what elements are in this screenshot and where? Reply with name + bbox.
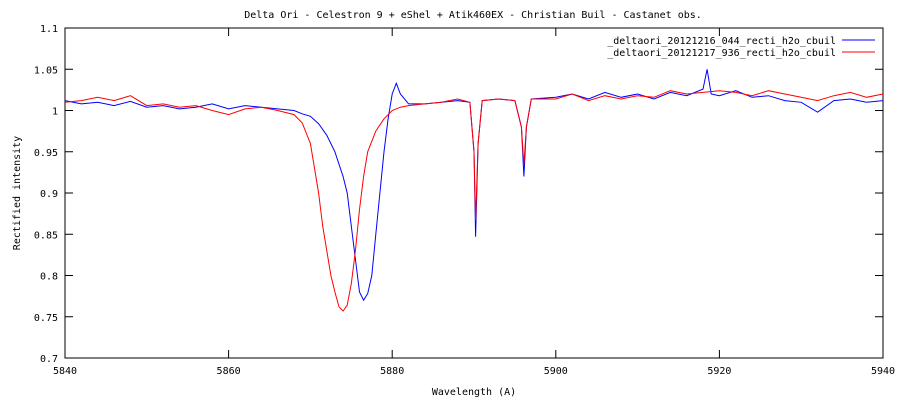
y-tick-label: 0.7	[40, 354, 58, 365]
y-tick-label: 0.8	[40, 272, 58, 283]
series-lines	[64, 69, 884, 312]
x-tick-label: 5940	[871, 366, 895, 377]
y-tick-label: 0.9	[40, 189, 58, 200]
y-tick-label: 1.1	[40, 24, 58, 35]
plot-frame	[64, 27, 884, 359]
x-axis-label: Wavelength (A)	[432, 387, 516, 398]
series-line-1	[64, 69, 884, 302]
x-tick-label: 5880	[380, 366, 404, 377]
y-axis-label: Rectified intensity	[12, 136, 23, 250]
series-line-2	[64, 90, 884, 312]
y-tick-label: 0.75	[34, 313, 58, 324]
y-tick-label: 1.05	[34, 65, 58, 76]
x-tick-label: 5840	[53, 366, 77, 377]
chart-title: Delta Ori - Celestron 9 + eShel + Atik46…	[244, 10, 702, 21]
x-tick-label: 5900	[544, 366, 568, 377]
legend: _deltaori_20121216_044_recti_h2o_cbuil_d…	[607, 36, 875, 59]
y-axis: 0.7 0.75 0.8 0.85 0.9 0.95 1 1.05 1.1	[34, 24, 883, 365]
x-tick-label: 5860	[217, 366, 241, 377]
legend-label-2: _deltaori_20121217_936_recti_h2o_cbuil	[607, 48, 836, 59]
y-tick-label: 0.85	[34, 230, 58, 241]
x-tick-label: 5920	[707, 366, 731, 377]
legend-label-1: _deltaori_20121216_044_recti_h2o_cbuil	[607, 36, 836, 47]
y-tick-label: 0.95	[34, 148, 58, 159]
y-tick-label: 1	[52, 107, 58, 118]
x-axis: 5840 5860 5880 5900 5920 5940	[53, 28, 895, 377]
